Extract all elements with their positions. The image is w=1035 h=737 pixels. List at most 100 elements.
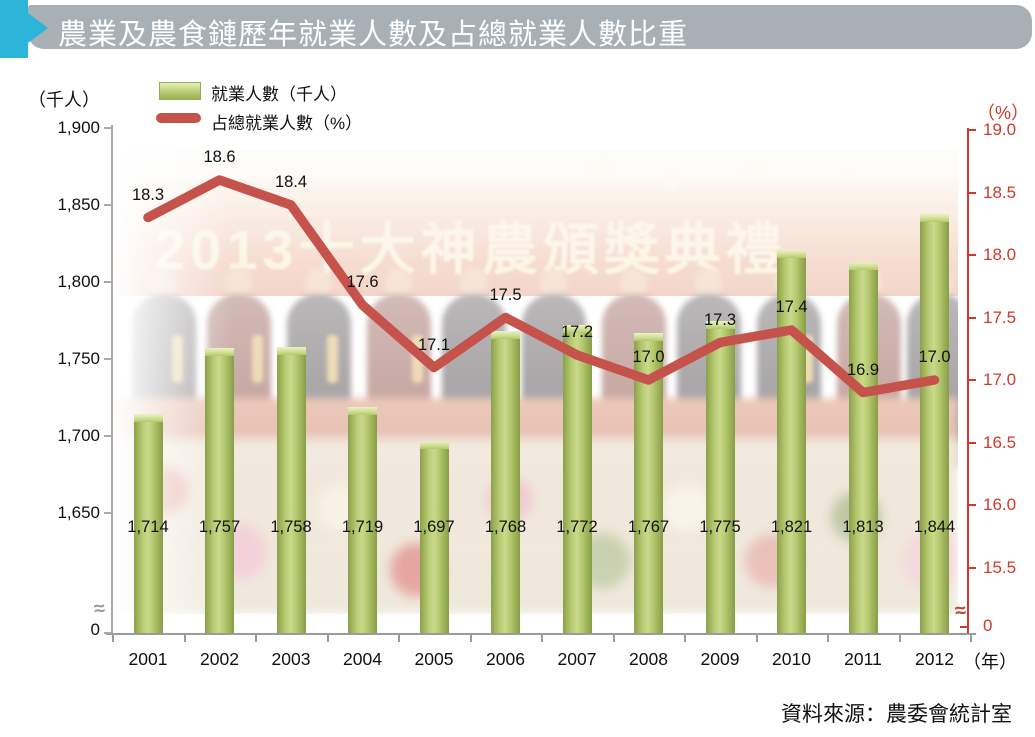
right-tick-zero [960, 626, 967, 628]
right-tick [969, 504, 976, 506]
bar-cap [419, 440, 449, 449]
legend-line-swatch-icon [156, 113, 201, 123]
bar-value-2001: 1,714 [127, 518, 169, 536]
x-axis-unit: （年） [963, 652, 1017, 672]
bar-cap [348, 406, 377, 415]
right-tick [969, 254, 976, 256]
line-value-2011: 16.9 [846, 360, 880, 379]
x-tick-label-2006: 2006 [486, 649, 525, 669]
bar-cap [205, 348, 234, 357]
x-tick-label-2009: 2009 [700, 649, 740, 669]
left-tick-label: 1,800 [57, 272, 100, 291]
x-tick-label-2012: 2012 [915, 649, 954, 669]
right-tick [969, 441, 976, 444]
left-tick-label: 1,700 [57, 426, 100, 445]
left-tick-zero [104, 632, 111, 634]
bar-cap [777, 249, 806, 258]
bar-2005 [419, 440, 449, 634]
left-tick [104, 358, 111, 360]
x-boundary-tick [255, 635, 258, 642]
line-value-2003: 18.4 [274, 173, 308, 191]
right-tick-label: 16.0 [983, 495, 1017, 514]
bar-cap [920, 214, 949, 223]
x-tick-label-2010: 2010 [772, 649, 811, 669]
bar-value-2012: 1,844 [913, 518, 956, 536]
bar-value-2003: 1,758 [270, 518, 312, 536]
line-value-2008: 17.0 [632, 348, 665, 366]
left-axis-break-icon: ≈ [92, 597, 107, 621]
x-axis-line [106, 633, 976, 635]
background-photo: 2013十大神農頒獎典禮 [112, 150, 958, 614]
line-value-2012: 17.0 [918, 348, 951, 366]
line-value-2006: 17.5 [489, 285, 522, 304]
right-tick-label: 18.0 [983, 245, 1017, 264]
bar-2012 [920, 214, 949, 634]
right-tick [969, 566, 976, 569]
right-tick [969, 379, 976, 381]
left-tick [104, 204, 111, 206]
bar-value-2010: 1,821 [770, 518, 813, 536]
x-boundary-tick [755, 635, 758, 642]
bar-2004 [348, 406, 377, 634]
bar-2003 [276, 346, 306, 634]
bar-2007 [562, 325, 592, 634]
right-tick [969, 316, 976, 319]
right-tick-label: 17.0 [983, 370, 1017, 389]
legend-line-label: 占總就業人數（%） [211, 114, 363, 133]
x-boundary-tick [469, 635, 472, 642]
left-tick [104, 127, 111, 129]
bar-cap [491, 331, 520, 340]
bar-cap [634, 332, 663, 341]
bar-value-2009: 1,775 [699, 518, 741, 536]
line-value-2007: 17.2 [560, 323, 594, 341]
right-tick [969, 129, 976, 131]
bar-cap [276, 346, 306, 355]
right-axis-unit: （%） [977, 103, 1030, 123]
right-axis-break-icon: ≈ [953, 599, 968, 623]
x-boundary-tick [684, 635, 687, 642]
legend-bar-swatch-icon [159, 82, 201, 100]
x-boundary-tick [398, 635, 401, 642]
left-tick-label: 1,900 [57, 118, 100, 137]
left-tick [104, 512, 111, 514]
line-value-2005: 17.1 [417, 335, 451, 354]
photo-white-veil [112, 150, 958, 614]
left-tick [104, 281, 111, 283]
right-tick-label: 18.5 [983, 182, 1017, 202]
bar-value-2007: 1,772 [556, 518, 598, 536]
bar-cap [133, 414, 163, 423]
bar-2006 [491, 331, 520, 634]
x-tick-label-2003: 2003 [271, 649, 311, 669]
legend-bar-label: 就業人數（千人） [211, 85, 347, 104]
bar-2009 [705, 320, 735, 634]
bar-cap [848, 261, 878, 270]
x-tick-label-2008: 2008 [629, 649, 668, 669]
x-tick-label-2002: 2002 [200, 649, 239, 669]
bar-value-2002: 1,757 [198, 518, 241, 536]
left-axis-unit: （千人） [28, 90, 100, 110]
x-boundary-tick [827, 635, 830, 642]
x-boundary-tick [970, 635, 973, 642]
page-title: 農業及農食鏈歷年就業人數及占總就業人數比重 [58, 19, 689, 51]
x-tick-label-2004: 2004 [343, 649, 382, 669]
right-tick-label: 16.5 [983, 432, 1017, 452]
line-value-2004: 17.6 [346, 273, 379, 291]
bar-value-2006: 1,768 [484, 518, 527, 536]
x-tick-label-2001: 2001 [128, 649, 168, 669]
source-note: 資料來源：農委會統計室 [781, 703, 1012, 726]
bar-2001 [133, 414, 163, 634]
bar-2011 [848, 261, 878, 634]
bar-value-2011: 1,813 [842, 518, 884, 536]
right-tick-label: 17.5 [983, 307, 1017, 327]
left-tick-label: 1,650 [57, 503, 100, 522]
x-boundary-tick [541, 635, 544, 642]
x-boundary-tick [612, 635, 615, 642]
bar-2008 [634, 332, 663, 634]
right-tick-label: 19.0 [983, 120, 1017, 139]
header-bar [28, 5, 1032, 49]
left-tick-label-zero: 0 [90, 620, 100, 639]
x-tick-label-2005: 2005 [414, 649, 454, 669]
bar-value-2008: 1,767 [627, 518, 670, 536]
x-boundary-tick [183, 635, 186, 642]
